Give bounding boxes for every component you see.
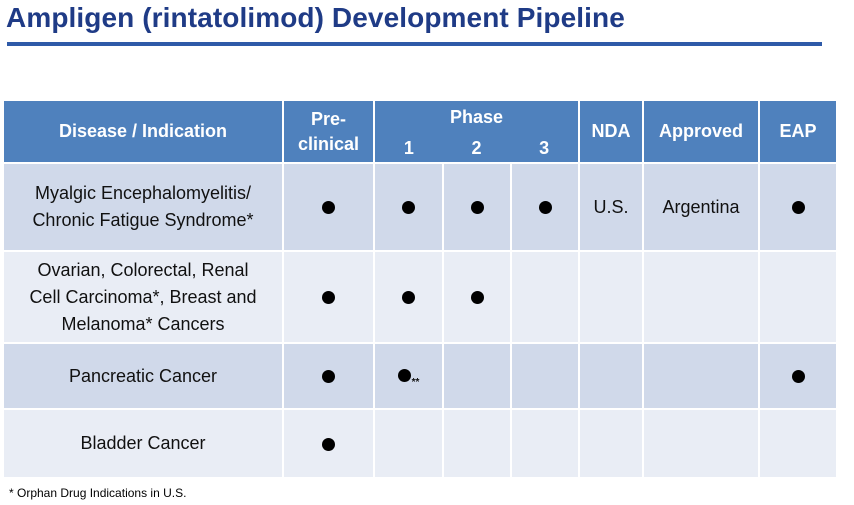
header-phase-2: 2 xyxy=(471,137,482,158)
disease-line: Ovarian, Colorectal, Renal xyxy=(37,259,249,280)
cell-approved: Argentina xyxy=(642,162,761,252)
cell-preclinical xyxy=(282,408,375,479)
cell-phase-3 xyxy=(509,250,581,344)
cell-preclinical xyxy=(282,162,375,252)
cell-phase-2 xyxy=(442,162,512,252)
header-preclinical: Pre- clinical xyxy=(282,99,375,164)
cell-phase-1: ** xyxy=(373,342,444,410)
status-dot-icon xyxy=(402,201,415,215)
cell-phase-2 xyxy=(442,250,512,344)
table-row: Ovarian, Colorectal, Renal Cell Carcinoma… xyxy=(2,250,839,344)
status-dot-icon xyxy=(322,370,335,384)
status-dot-icon xyxy=(470,201,484,215)
dot-footnote-mark: ** xyxy=(411,376,420,388)
cell-disease: Myalgic Encephalomyelitis/Chronic Fatigu… xyxy=(2,162,284,252)
status-dot-icon xyxy=(322,201,335,215)
header-nda: NDA xyxy=(578,99,645,164)
cell-approved xyxy=(642,342,761,410)
cell-phase-1 xyxy=(373,250,444,344)
status-dot-icon xyxy=(791,201,805,215)
cell-phase-1 xyxy=(373,162,444,252)
cell-eap xyxy=(758,408,839,479)
cell-phase-3 xyxy=(509,408,581,479)
cell-disease: Ovarian, Colorectal, Renal Cell Carcinoma… xyxy=(2,250,284,344)
header-phase-label: Phase xyxy=(449,107,504,127)
header-phase-3: 3 xyxy=(539,137,550,158)
cell-preclinical xyxy=(282,250,375,344)
cell-phase-1 xyxy=(373,408,444,479)
header-row: Disease / Indication Pre- clinical Phase… xyxy=(2,99,839,164)
title-underline xyxy=(7,42,822,46)
cell-phase-3 xyxy=(509,162,581,252)
header-disease: Disease / Indication xyxy=(2,99,284,164)
status-dot-icon xyxy=(397,369,411,383)
cell-approved xyxy=(642,250,761,344)
disease-line: Melanoma* Cancers xyxy=(61,313,225,334)
cell-eap xyxy=(758,250,839,344)
page-title: Ampligen (rintatolimod) Development Pipe… xyxy=(6,2,625,33)
cell-disease: Pancreatic Cancer xyxy=(2,342,284,410)
cell-disease: Bladder Cancer xyxy=(2,408,284,479)
disease-line: Myalgic Encephalomyelitis/ xyxy=(34,183,252,203)
table-row: Myalgic Encephalomyelitis/Chronic Fatigu… xyxy=(2,162,839,252)
header-phase-1: 1 xyxy=(403,137,414,158)
status-dot-icon xyxy=(470,291,484,305)
pipeline-body: Myalgic Encephalomyelitis/Chronic Fatigu… xyxy=(2,162,839,479)
cell-phase-3 xyxy=(509,342,581,410)
disease-line: Bladder Cancer xyxy=(80,433,206,453)
status-dot-icon xyxy=(538,201,552,215)
cell-nda xyxy=(578,250,645,344)
cell-phase-2 xyxy=(442,408,512,479)
header-phase: Phase 1 2 3 xyxy=(372,99,581,164)
cell-eap xyxy=(758,162,839,252)
disease-line: Pancreatic Cancer xyxy=(68,365,218,386)
header-preclinical-line2: clinical xyxy=(297,133,360,154)
table-row: Pancreatic Cancer ** xyxy=(2,342,839,410)
status-dot-icon xyxy=(322,291,335,305)
table-row: Bladder Cancer xyxy=(2,408,839,479)
cell-preclinical xyxy=(282,342,375,410)
status-dot-icon xyxy=(402,291,415,305)
disease-line: Cell Carcinoma*, Breast and xyxy=(29,286,257,307)
status-dot-icon xyxy=(791,370,805,384)
cell-nda xyxy=(578,408,645,479)
header-eap: EAP xyxy=(758,99,839,164)
pipeline-table: Disease / Indication Pre- clinical Phase… xyxy=(2,99,839,479)
cell-nda xyxy=(578,342,645,410)
cell-approved xyxy=(642,408,761,479)
footnote: * Orphan Drug Indications in U.S. xyxy=(9,486,187,500)
cell-eap xyxy=(758,342,839,410)
cell-nda: U.S. xyxy=(578,162,645,252)
header-preclinical-line1: Pre- xyxy=(310,108,346,129)
disease-line: Chronic Fatigue Syndrome* xyxy=(32,210,254,230)
status-dot-icon xyxy=(322,437,335,451)
header-approved: Approved xyxy=(642,99,761,164)
cell-phase-2 xyxy=(442,342,512,410)
